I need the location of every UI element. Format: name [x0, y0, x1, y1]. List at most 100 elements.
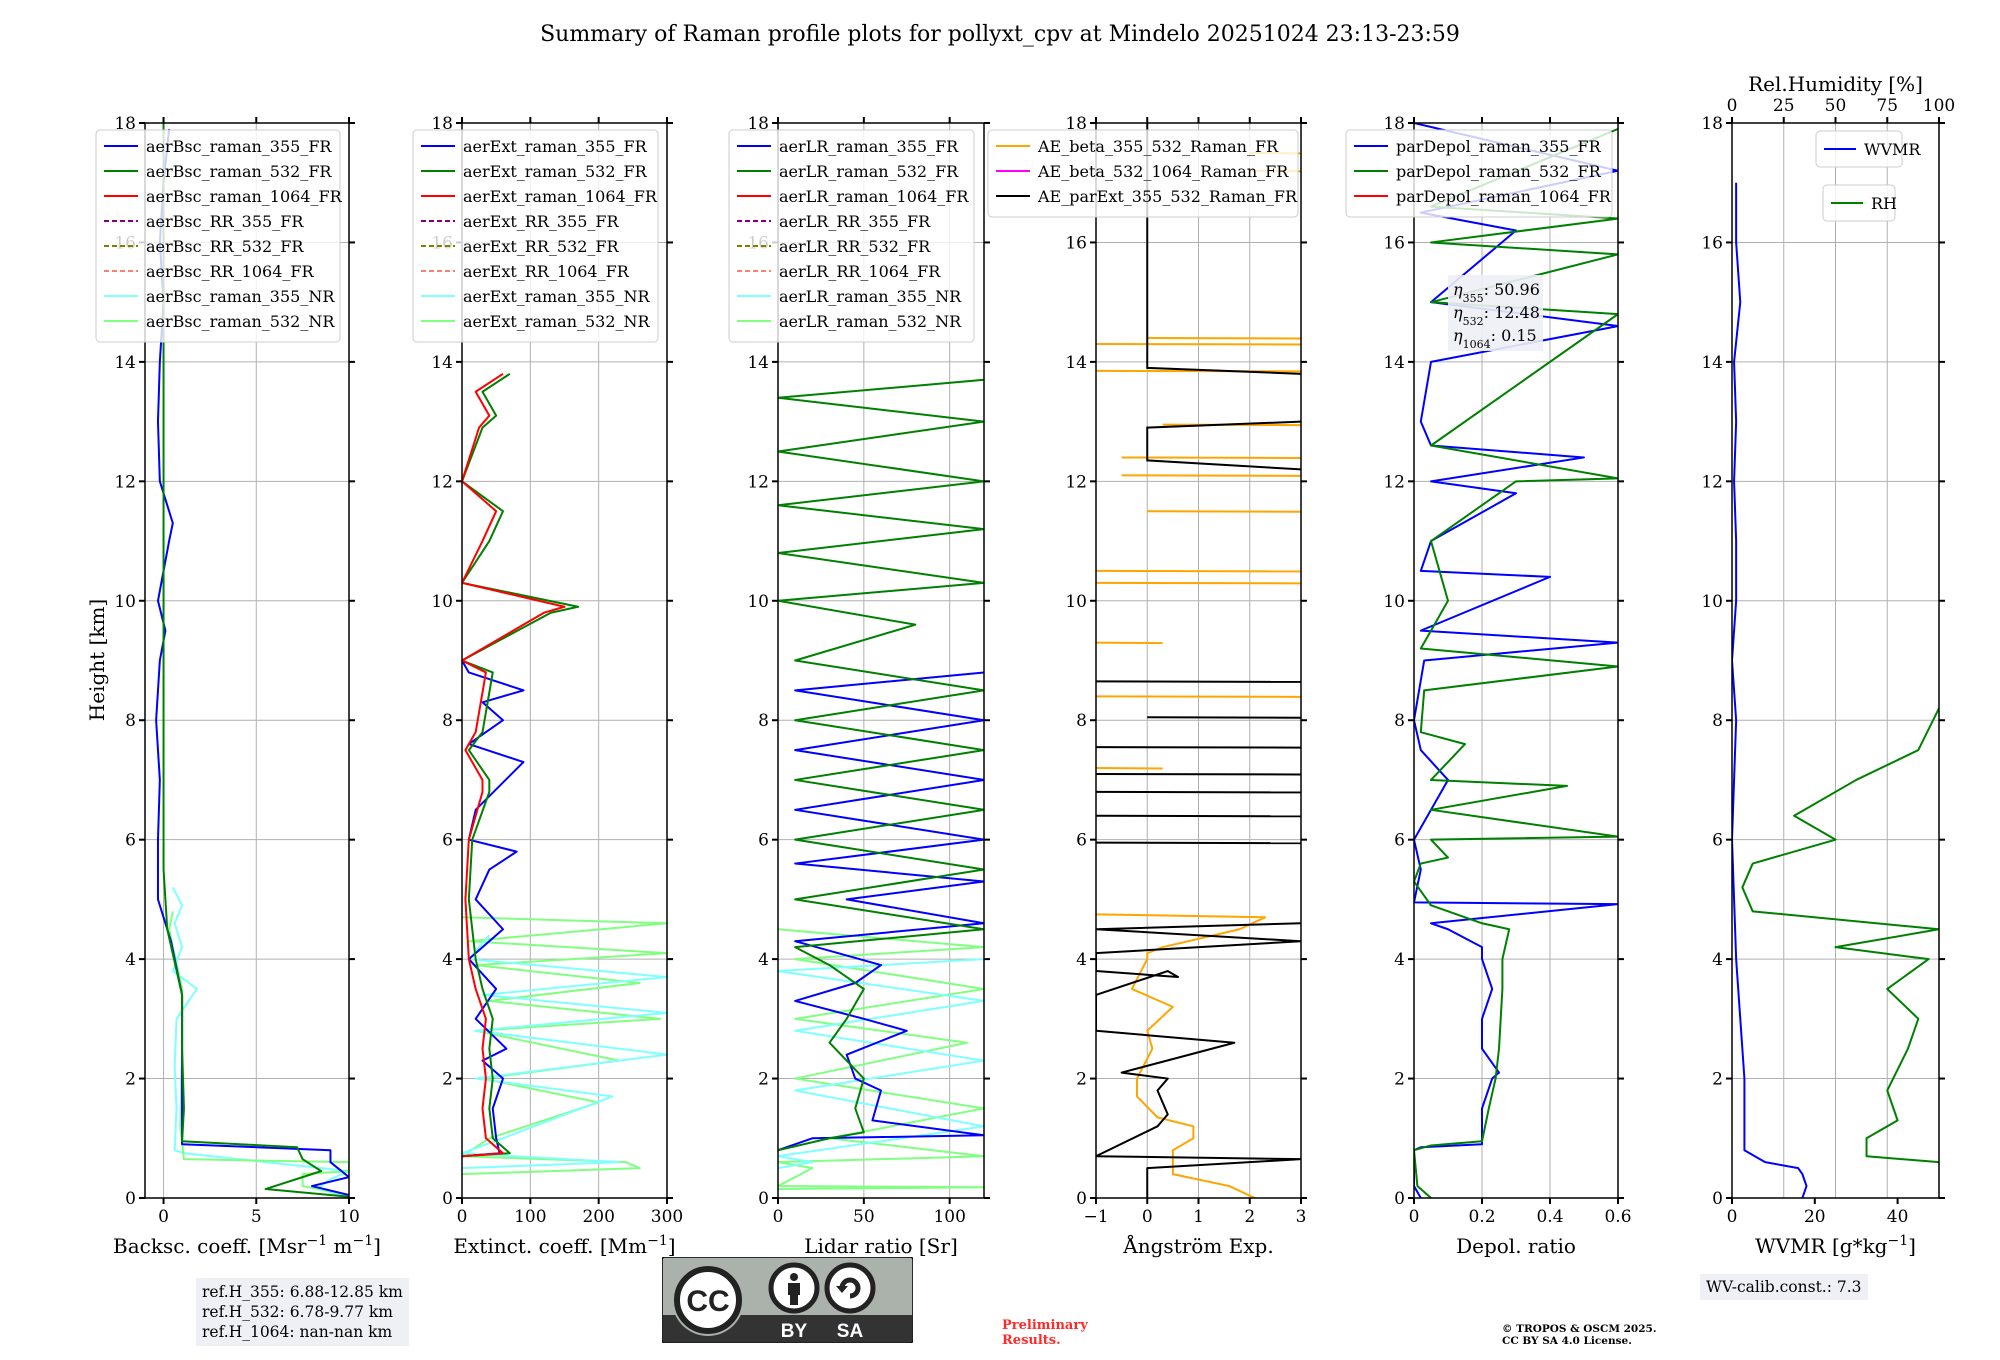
panel-lidar_ratio: 024681012141618050100Lidar ratio [Sr]aer…	[728, 114, 990, 1258]
data-layer	[1732, 182, 1939, 1198]
x-axis-label: Extinct. coeff. [Mm−1]	[453, 1233, 675, 1258]
legend-label: aerLR_RR_355_FR	[779, 212, 931, 231]
legend-label: aerLR_raman_532_NR	[779, 312, 962, 331]
y-tick-label: 18	[1065, 114, 1087, 134]
y-tick-label: 8	[125, 711, 136, 731]
legend-frame	[412, 129, 659, 343]
y-tick-label: 14	[114, 353, 136, 373]
x-tick-label: 10	[338, 1207, 360, 1227]
x-axis-label-part: Ångström Exp.	[1122, 1233, 1273, 1258]
eta-subscript: 532	[1463, 315, 1484, 328]
y-tick-label: 6	[125, 831, 136, 851]
y-tick-label: 6	[442, 831, 453, 851]
data-hline	[1096, 680, 1301, 683]
legend-label: aerExt_raman_355_FR	[463, 137, 648, 156]
y-tick-label: 12	[114, 472, 136, 492]
y-tick-label: 8	[1394, 711, 1405, 731]
eta-symbol: η	[1453, 326, 1463, 345]
ref-height-532: ref.H_532: 6.78-9.77 km	[202, 1303, 393, 1321]
x-tick-label: 100	[514, 1207, 546, 1227]
data-hline	[1096, 814, 1301, 818]
data-hline	[1147, 510, 1301, 513]
x-axis-label-part: m	[327, 1234, 352, 1258]
annotation-line: η532: 12.48	[1453, 303, 1540, 328]
y-tick-label: 8	[1712, 711, 1723, 731]
y-tick-label: 18	[1701, 114, 1723, 134]
legend-label: aerLR_raman_355_FR	[779, 137, 959, 156]
x-tick-label: 1	[1193, 1207, 1204, 1227]
legend-box-rh: RH	[1822, 184, 1897, 222]
y-tick-label: 2	[1076, 1070, 1087, 1090]
y-tick-label: 6	[1076, 831, 1087, 851]
y-tick-label: 6	[1712, 831, 1723, 851]
eta-value: : 50.96	[1484, 280, 1540, 299]
legend-label: aerLR_RR_1064_FR	[779, 262, 941, 281]
eta-subscript: 355	[1463, 292, 1484, 305]
y-tick-label: 14	[1065, 353, 1087, 373]
cc-label: CC	[686, 1285, 729, 1318]
x-tick-label: 0	[1142, 1207, 1153, 1227]
axes-frame	[461, 122, 668, 1199]
y-tick-label: 0	[1394, 1189, 1405, 1209]
y-tick-label: 18	[431, 114, 453, 134]
legend-label: RH	[1871, 194, 1897, 213]
legend-label: aerExt_raman_355_NR	[463, 287, 651, 306]
x-tick-label: 0	[457, 1207, 468, 1227]
legend-label: aerBsc_raman_355_FR	[146, 137, 332, 156]
x-tick-label: 40	[1887, 1207, 1909, 1227]
y-tick-label: 18	[1383, 114, 1405, 134]
axes-frame	[777, 122, 985, 1199]
y-tick-label: 16	[1065, 233, 1087, 253]
axes-frame	[144, 122, 350, 1199]
data-hline	[1096, 342, 1301, 346]
x-axis-label: Backsc. coeff. [Msr−1 m−1]	[113, 1233, 381, 1258]
y-tick-label: 10	[114, 592, 136, 612]
top-axis-label: Rel.Humidity [%]	[1748, 72, 1923, 96]
annotation-line: η1064: 0.15	[1453, 326, 1537, 351]
x-axis-label: Ångström Exp.	[1122, 1233, 1273, 1258]
x-tick-label: 3	[1296, 1207, 1307, 1227]
x-tick-label: 0	[1409, 1207, 1420, 1227]
y-tick-label: 12	[1383, 472, 1405, 492]
data-hline	[1096, 641, 1163, 645]
data-hline	[1096, 772, 1301, 776]
y-tick-label: 10	[1383, 592, 1405, 612]
y-tick-label: 2	[1712, 1070, 1723, 1090]
x-tick-label: 200	[582, 1207, 614, 1227]
y-tick-label: 0	[442, 1189, 453, 1209]
x-axis-label: Lidar ratio [Sr]	[804, 1234, 958, 1258]
y-tick-label: 4	[1712, 950, 1723, 970]
y-tick-label: 10	[431, 592, 453, 612]
copyright-line-2: CC BY SA 4.0 License.	[1502, 1335, 1632, 1347]
legend-label: aerBsc_RR_1064_FR	[146, 262, 315, 281]
cc-by-sa-logo: CC BY SA	[662, 1257, 913, 1343]
y-tick-label: 4	[758, 950, 769, 970]
legend-label: aerBsc_raman_1064_FR	[146, 187, 343, 206]
legend-label: aerExt_raman_532_FR	[463, 162, 648, 181]
legend-label: aerExt_raman_1064_FR	[463, 187, 658, 206]
eta-value: : 12.48	[1484, 303, 1540, 322]
legend: aerLR_raman_355_FR aerLR_raman_532_FR aerL…	[728, 129, 975, 343]
data-hline	[1096, 695, 1301, 698]
x-axis-label: Depol. ratio	[1456, 1234, 1576, 1258]
x-axis-label-part: Extinct. coeff. [Mm	[453, 1234, 647, 1258]
data-hline	[1096, 746, 1301, 749]
x-axis-label: WVMR [g*kg−1]	[1755, 1233, 1916, 1258]
y-tick-label: 12	[1701, 472, 1723, 492]
panel-extinction: 0246810121416180100200300Extinct. coeff.…	[412, 114, 683, 1258]
legend-label: aerLR_raman_532_FR	[779, 162, 959, 181]
data-hline	[1096, 767, 1163, 770]
series-line-AE_beta_355_532_Raman_FR	[1096, 913, 1267, 1198]
x-tick-label: 0.6	[1604, 1207, 1631, 1227]
y-tick-label: 6	[758, 831, 769, 851]
x-tick-label: 100	[933, 1207, 965, 1227]
top-x-tick-label: 25	[1773, 96, 1795, 116]
eta-value: : 0.15	[1491, 326, 1537, 345]
x-tick-label: 0.2	[1468, 1207, 1495, 1227]
copyright-line-1: © TROPOS & OSCM 2025.	[1502, 1323, 1657, 1335]
series-line-WVMR	[1732, 182, 1808, 1198]
y-tick-label: 2	[1394, 1070, 1405, 1090]
top-x-tick-label: 50	[1825, 96, 1847, 116]
data-hline	[1096, 369, 1301, 373]
